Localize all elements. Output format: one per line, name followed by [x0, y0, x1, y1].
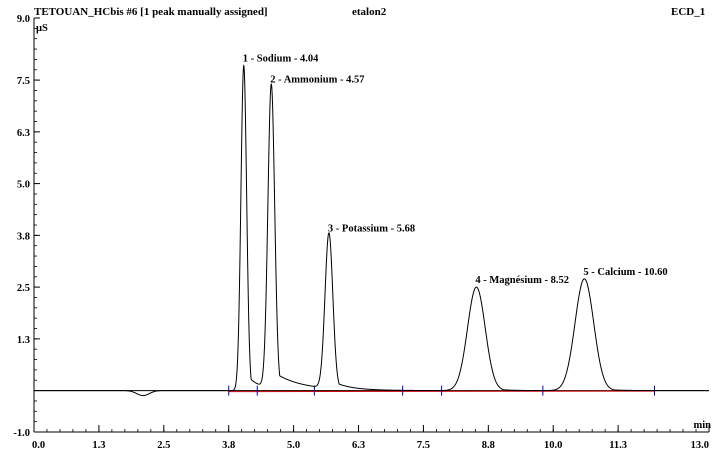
x-tick-label: 3.8	[222, 440, 235, 451]
peak-label: 4 - Magnésium - 8.52	[475, 275, 569, 286]
x-tick-label: 0.0	[32, 440, 45, 451]
y-tick-label: 2.5	[17, 283, 30, 294]
peak-labels: 1 - Sodium - 4.04 2 - Ammonium - 4.57 3 - …	[243, 54, 668, 286]
y-tick-label: 7.5	[17, 76, 30, 87]
standard-name: etalon2	[352, 6, 387, 18]
x-axis-label: min	[693, 420, 711, 431]
axes: -1.0 1.3 2.5 3.8 5.0 6.3 7.5 9.0 0.0 1.3 2.5 3.8 5.0…	[13, 14, 711, 451]
peak-label: 1 - Sodium - 4.04	[243, 54, 319, 65]
x-tick-label: 8.8	[482, 440, 495, 451]
x-tick-label: 6.3	[352, 440, 365, 451]
x-tick-label: 11.3	[609, 440, 627, 451]
peak-label: 2 - Ammonium - 4.57	[270, 74, 364, 85]
y-tick-label: 3.8	[17, 231, 30, 242]
x-tick-label: 1.3	[92, 440, 105, 451]
y-tick-label: 9.0	[17, 14, 30, 25]
x-tick-label: 13.0	[691, 440, 709, 451]
peak-label: 3 - Potassium - 5.68	[328, 223, 415, 234]
x-tick-label: 2.5	[157, 440, 170, 451]
sample-name: TETOUAN_HCbis #6 [1 peak manually assign…	[34, 6, 268, 18]
x-tick-label: 7.5	[417, 440, 430, 451]
y-tick-label: 6.3	[17, 128, 30, 139]
y-tick-label: -1.0	[13, 428, 30, 439]
y-tick-label: 5.0	[17, 180, 30, 191]
y-axis-label: µS	[36, 23, 48, 34]
x-tick-label: 5.0	[287, 440, 300, 451]
peak-label: 5 - Calcium - 10.60	[583, 267, 667, 278]
chromatogram-trace	[34, 64, 709, 397]
trace-layer	[34, 64, 709, 397]
x-tick-label: 10.0	[544, 440, 562, 451]
detector-name: ECD_1	[671, 6, 706, 18]
y-tick-label: 1.3	[17, 335, 30, 346]
